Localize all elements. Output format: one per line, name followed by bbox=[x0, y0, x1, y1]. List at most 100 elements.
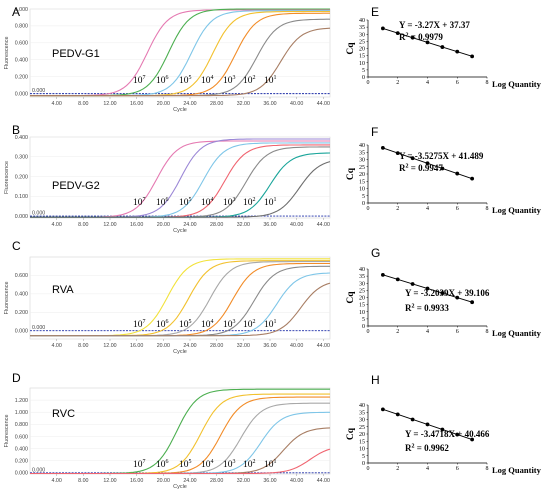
concentration-exponent: 5 bbox=[189, 197, 192, 203]
y-tick-label: 0 bbox=[362, 75, 365, 81]
concentration-base: 10 bbox=[223, 76, 233, 86]
r-squared: R2 = 0.9962 bbox=[405, 443, 449, 453]
y-tick-label: 25 bbox=[359, 425, 365, 431]
data-point bbox=[425, 286, 430, 291]
x-axis-title: Log Quantity bbox=[492, 205, 542, 215]
y-tick-label: 25 bbox=[359, 288, 365, 294]
y-axis-title: Fluorescence bbox=[4, 36, 10, 69]
threshold-label: 0.000 bbox=[32, 88, 45, 94]
plot-frame bbox=[29, 256, 331, 340]
y-tick-label: 40 bbox=[359, 18, 365, 24]
concentration-exponent: 3 bbox=[233, 319, 236, 325]
concentration-exponent: 4 bbox=[211, 319, 214, 325]
x-tick-label: 44.00 bbox=[317, 343, 330, 349]
y-axis-title: Cq bbox=[346, 291, 356, 304]
concentration-base: 10 bbox=[156, 320, 166, 330]
x-tick-label: 16.00 bbox=[130, 101, 143, 107]
regression-equation: Y = -3.27X + 37.37 bbox=[399, 20, 470, 30]
x-tick-label: 2 bbox=[396, 80, 399, 86]
concentration-label: 107 bbox=[133, 319, 146, 330]
y-tick-label: 10 bbox=[359, 447, 365, 453]
y-tick-label: 20 bbox=[359, 296, 365, 302]
amplification-panel-c: C 0.000 0.200 0.400 0.600 4.00 8.00 12.00 16.00 2… bbox=[4, 239, 331, 355]
y-tick-label: 35 bbox=[359, 150, 365, 156]
amplification-curve bbox=[30, 448, 331, 475]
target-name: PEDV-G2 bbox=[52, 180, 100, 192]
y-tick-label: 0.000 bbox=[15, 214, 28, 220]
y-tick-label: 0.000 bbox=[15, 329, 28, 335]
concentration-exponent: 7 bbox=[143, 459, 146, 465]
concentration-label: 106 bbox=[156, 459, 169, 470]
data-point bbox=[380, 407, 385, 412]
x-tick-label: 24.00 bbox=[183, 222, 196, 228]
x-tick-label: 20.00 bbox=[157, 222, 170, 228]
y-tick-label: 40 bbox=[359, 403, 365, 409]
x-tick-label: 2 bbox=[396, 329, 399, 335]
y-tick-label: 0.200 bbox=[15, 74, 28, 80]
concentration-exponent: 1 bbox=[274, 319, 277, 325]
data-point bbox=[440, 291, 445, 295]
x-tick-label: 6 bbox=[456, 329, 459, 335]
concentration-base: 10 bbox=[264, 320, 274, 330]
x-tick-label: 40.00 bbox=[290, 101, 303, 107]
x-axis-title: Log Quantity bbox=[492, 79, 542, 89]
x-tick-label: 8.00 bbox=[78, 478, 88, 484]
y-tick-label: 0.600 bbox=[15, 273, 28, 279]
concentration-exponent: 4 bbox=[211, 459, 214, 465]
x-tick-label: 44.00 bbox=[317, 101, 330, 107]
r-squared-value: = 0.9933 bbox=[415, 303, 450, 313]
y-tick-label: 10 bbox=[359, 61, 365, 67]
concentration-base: 10 bbox=[264, 198, 274, 208]
data-point bbox=[410, 417, 415, 422]
concentration-label: 105 bbox=[179, 459, 192, 470]
concentration-exponent: 5 bbox=[189, 459, 192, 465]
data-point bbox=[440, 45, 445, 49]
y-tick-label: 35 bbox=[359, 274, 365, 280]
concentration-base: 10 bbox=[133, 198, 143, 208]
concentration-base: 10 bbox=[243, 198, 253, 208]
x-tick-label: 8 bbox=[486, 466, 489, 472]
y-tick-label: 15 bbox=[359, 439, 365, 445]
r-squared-exponent: 2 bbox=[406, 164, 409, 170]
y-tick-label: 0.800 bbox=[15, 24, 28, 30]
amplification-curve bbox=[30, 27, 331, 97]
panel-letter: C bbox=[12, 239, 21, 253]
concentration-base: 10 bbox=[179, 320, 189, 330]
concentration-label: 106 bbox=[156, 75, 169, 86]
y-tick-label: 15 bbox=[359, 303, 365, 309]
y-tick-label: 25 bbox=[359, 39, 365, 45]
concentration-base: 10 bbox=[223, 198, 233, 208]
data-point bbox=[470, 300, 475, 305]
panel-letter: H bbox=[371, 373, 380, 387]
concentration-exponent: 2 bbox=[253, 75, 256, 81]
y-tick-label: 20 bbox=[359, 47, 365, 53]
amplification-panel-a: A 0.000 0.200 0.400 0.600 0.800 1.000 4.00 8.00 1… bbox=[4, 5, 331, 113]
concentration-base: 10 bbox=[156, 460, 166, 470]
data-point bbox=[395, 31, 400, 36]
x-tick-label: 8 bbox=[486, 329, 489, 335]
concentration-base: 10 bbox=[133, 76, 143, 86]
x-tick-label: 12.00 bbox=[103, 222, 116, 228]
r-squared-label: R bbox=[405, 443, 412, 453]
concentration-base: 10 bbox=[156, 198, 166, 208]
data-point bbox=[380, 146, 385, 150]
data-point bbox=[410, 282, 415, 286]
concentration-base: 10 bbox=[201, 320, 211, 330]
data-point bbox=[410, 156, 415, 161]
x-tick-label: 8.00 bbox=[78, 101, 88, 107]
concentration-exponent: 2 bbox=[253, 197, 256, 203]
data-point bbox=[425, 40, 430, 45]
x-tick-label: 4.00 bbox=[52, 343, 62, 349]
y-tick-label: 30 bbox=[359, 418, 365, 424]
concentration-label: 105 bbox=[179, 319, 192, 330]
concentration-label: 107 bbox=[133, 75, 146, 86]
concentration-exponent: 5 bbox=[189, 75, 192, 81]
y-tick-label: 0.400 bbox=[15, 292, 28, 298]
data-point bbox=[380, 26, 385, 31]
x-axis-title: Cycle bbox=[173, 484, 187, 490]
target-name: RVA bbox=[52, 284, 74, 296]
y-axis-title: Cq bbox=[346, 167, 356, 180]
x-tick-label: 4.00 bbox=[52, 101, 62, 107]
